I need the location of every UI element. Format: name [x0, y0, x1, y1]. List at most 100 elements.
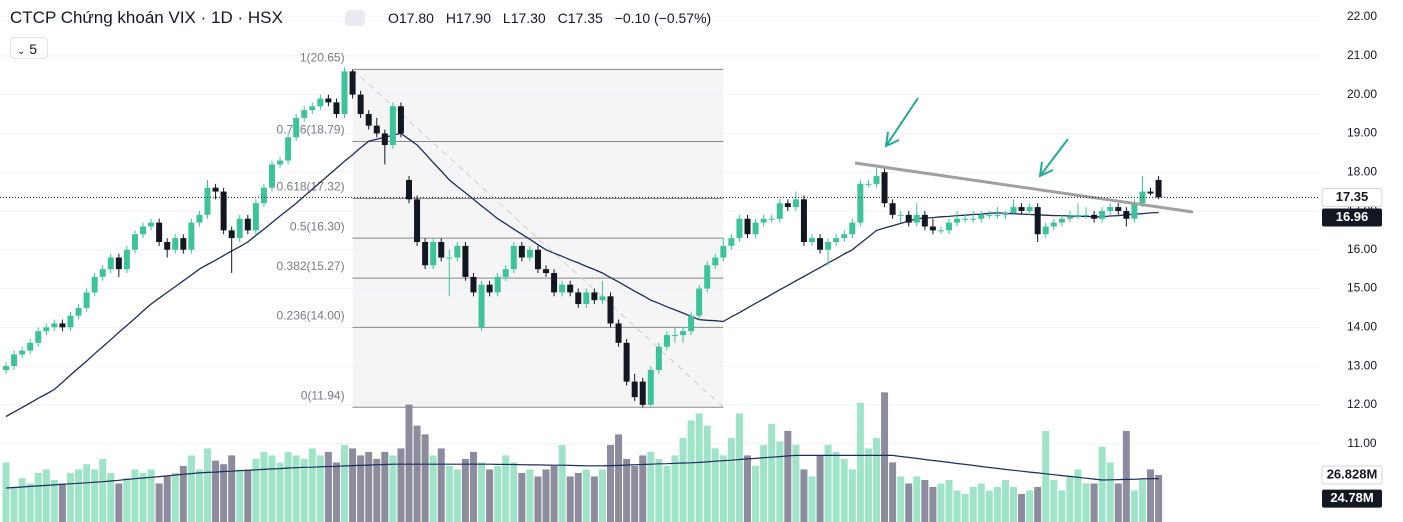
candle-body: [19, 350, 26, 355]
volume-bar: [429, 455, 437, 522]
candle-body: [946, 222, 953, 231]
candle-body: [301, 110, 308, 118]
candle-body: [486, 284, 493, 293]
volume-bar: [631, 465, 639, 522]
candle-body: [35, 331, 42, 343]
volume-bar: [10, 486, 18, 522]
volume-bar: [1001, 479, 1009, 522]
price-marker: 17.35: [1336, 189, 1369, 204]
candle-body: [67, 315, 74, 328]
candle-body: [1139, 191, 1146, 204]
ohlc-value: 17.30: [510, 10, 546, 26]
volume-bar: [1147, 469, 1155, 522]
candle-body: [1026, 207, 1033, 211]
candle-body: [59, 323, 66, 328]
candle-body: [970, 218, 977, 220]
volume-bar: [590, 476, 598, 522]
volume-bar: [26, 483, 34, 522]
volume-bar: [711, 448, 719, 522]
candle-body: [397, 106, 404, 134]
fib-label: 1(20.65): [300, 51, 345, 65]
candle-body: [1050, 222, 1057, 227]
candle-body: [1042, 226, 1049, 235]
volume-bar: [824, 444, 832, 522]
volume-bar: [945, 479, 953, 522]
candle-body: [204, 187, 211, 215]
candle-body: [800, 199, 807, 242]
volume-bar: [953, 490, 961, 522]
candle-body: [333, 102, 340, 115]
candle-body: [623, 342, 630, 382]
candle-body: [83, 292, 90, 308]
candle-body: [526, 249, 533, 258]
candle-body: [357, 94, 364, 115]
candle-body: [148, 222, 155, 227]
candle-body: [1002, 212, 1009, 215]
volume-bar: [752, 465, 760, 522]
interval-dropdown[interactable]: ⌄ 5: [10, 37, 48, 59]
volume-bar: [776, 441, 784, 522]
candle-body: [293, 117, 300, 138]
volume-bar: [502, 455, 510, 522]
candle-body: [671, 335, 678, 337]
volume-bar: [50, 479, 58, 522]
candle-body: [172, 238, 179, 250]
candle-body: [913, 214, 920, 223]
volume-bar: [413, 425, 421, 522]
candle-body: [196, 214, 203, 223]
candle-body: [285, 137, 292, 161]
volume-bar: [365, 451, 373, 522]
candle-body: [510, 245, 517, 270]
volume-bar: [478, 462, 486, 522]
candle-body: [696, 288, 703, 316]
volume-bar: [163, 476, 171, 522]
volume-bar: [236, 469, 244, 522]
candle-body: [680, 331, 687, 336]
volume-bar: [977, 483, 985, 522]
candle-body: [962, 218, 969, 220]
candle-body: [381, 133, 388, 146]
candle-body: [454, 245, 461, 258]
candle-body: [575, 292, 582, 305]
ohlc-key: H: [445, 10, 456, 26]
volume-bar: [66, 472, 74, 522]
volume-bar: [558, 444, 566, 522]
candle-body: [236, 218, 243, 239]
volume-bar: [179, 465, 187, 522]
candle-body: [502, 269, 509, 277]
candle-body: [91, 276, 98, 293]
candle-body: [446, 257, 453, 259]
candle-body: [1034, 207, 1041, 235]
volume-bar: [155, 483, 163, 522]
volume-bar: [437, 448, 445, 522]
volume-bar: [300, 458, 308, 522]
candle-body: [1131, 203, 1138, 219]
ohlc-item: L17.30: [503, 10, 546, 26]
candle-body: [849, 222, 856, 235]
candle-body: [228, 230, 235, 239]
volume-bar: [1010, 486, 1017, 522]
candle-body: [647, 369, 654, 405]
ohlc-item: O17.80: [388, 10, 434, 26]
candle-body: [728, 238, 735, 246]
candle-body: [1058, 218, 1065, 223]
volume-bar: [461, 458, 469, 522]
volume-ma-line: [5, 454, 1159, 489]
y-tick-label: 21.00: [1347, 48, 1377, 62]
y-tick-label: 20.00: [1347, 87, 1377, 101]
visibility-toggle[interactable]: [345, 10, 365, 26]
volume-bar: [768, 423, 776, 522]
candle-body: [688, 315, 695, 332]
candle-body: [1010, 207, 1017, 213]
volume-ma-marker: 24.78M: [1330, 490, 1373, 505]
volume-bar: [655, 458, 663, 522]
y-tick-label: 18.00: [1347, 164, 1377, 178]
candle-body: [414, 199, 421, 242]
candle-body: [937, 230, 944, 232]
symbol-title: CTCP Chứng khoán VIX · 1D · HSX: [10, 8, 283, 27]
volume-bar: [453, 469, 461, 522]
volume-bar: [792, 444, 800, 522]
arrow-head: [1038, 161, 1054, 178]
volume-bar: [623, 458, 631, 522]
candle-body: [663, 335, 670, 347]
